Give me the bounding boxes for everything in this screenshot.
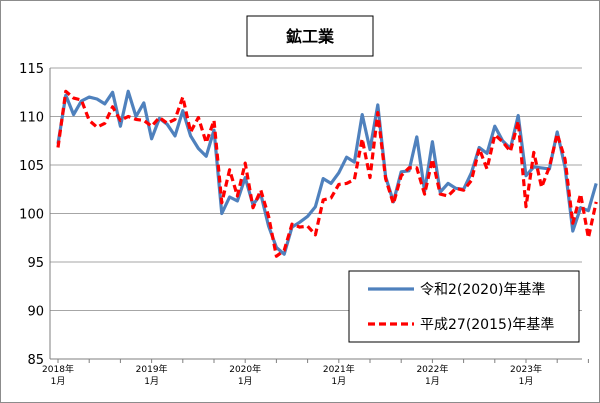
x-tick-label-year: 2023年	[510, 363, 542, 375]
axes	[49, 68, 589, 363]
y-tick-label: 105	[19, 159, 44, 174]
legend-label-series-1: 令和2(2020)年基準	[420, 281, 545, 298]
x-tick-label-month: 1月	[425, 376, 440, 387]
chart-title: 鉱工業	[286, 27, 335, 46]
legend-box	[348, 270, 580, 343]
series-lines	[56, 89, 598, 258]
x-tick-label-month: 1月	[519, 376, 534, 387]
x-tick-label-month: 1月	[144, 376, 159, 387]
x-tick-label-year: 2020年	[229, 363, 261, 375]
legend-label-series-2: 平成27(2015)年基準	[420, 316, 554, 333]
y-tick-label: 100	[19, 208, 44, 223]
x-tick-label-month: 1月	[238, 376, 253, 387]
x-tick-label-year: 2018年	[42, 363, 74, 375]
x-tick-label-year: 2019年	[136, 363, 168, 375]
series-line-2	[56, 89, 598, 258]
grid-lines	[50, 67, 582, 311]
legend: 令和2(2020)年基準 平成27(2015)年基準	[348, 270, 580, 343]
y-tick-label: 110	[19, 111, 44, 126]
y-tick-labels: 85 90 95 100 105 110 115	[19, 62, 44, 368]
y-tick-label: 115	[19, 62, 44, 77]
x-tick-labels: 2018年1月2019年1月2020年1月2021年1月2022年1月2023年…	[42, 363, 542, 387]
y-tick-label: 90	[27, 305, 44, 320]
series-line-1	[56, 89, 598, 256]
x-tick-label-year: 2021年	[323, 363, 355, 375]
title-box	[246, 15, 374, 57]
y-tick-label: 95	[27, 256, 44, 271]
y-tick-label: 85	[27, 353, 44, 368]
x-tick-label-month: 1月	[331, 376, 346, 387]
x-tick-label-year: 2022年	[416, 363, 448, 375]
x-tick-label-month: 1月	[51, 376, 66, 387]
